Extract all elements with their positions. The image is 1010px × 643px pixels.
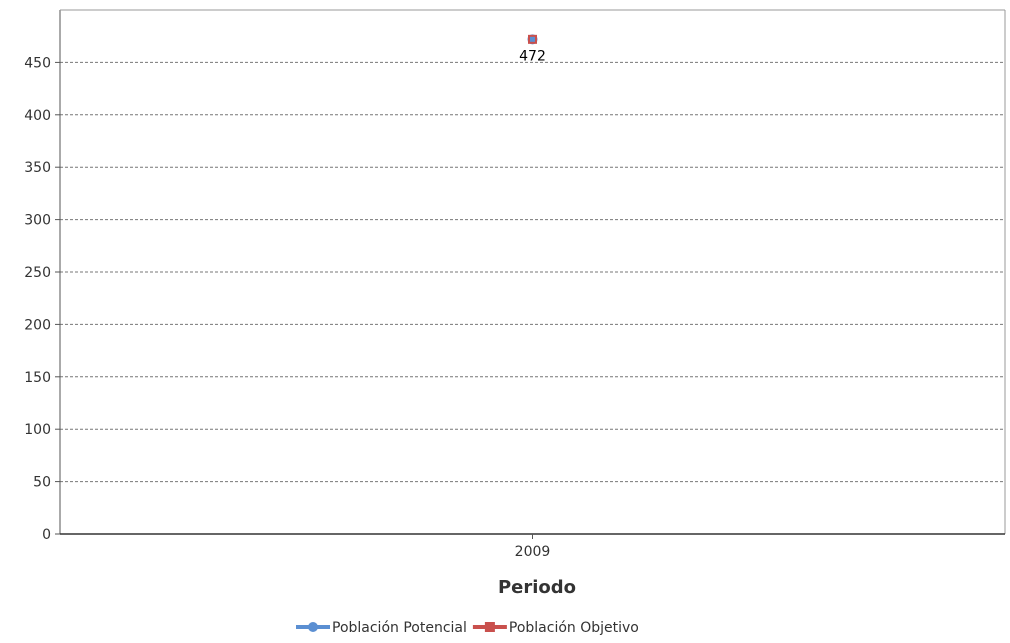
legend-marker xyxy=(484,622,495,632)
series-marks: 472 xyxy=(519,34,546,64)
y-tick-label: 150 xyxy=(24,370,51,386)
x-tick-label: 2009 xyxy=(515,544,551,560)
legend-item[interactable]: Población Objetivo xyxy=(472,620,639,636)
y-tick-label: 250 xyxy=(24,265,51,281)
y-tick-label: 450 xyxy=(24,55,51,71)
legend-label: Población Objetivo xyxy=(509,620,639,636)
legend-marker xyxy=(308,622,318,632)
y-tick-label: 400 xyxy=(24,108,51,124)
legend-label: Población Potencial xyxy=(332,620,467,636)
y-tick-label: 50 xyxy=(33,475,51,491)
data-point-overlap xyxy=(530,36,535,42)
x-axis-ticks: 2009 xyxy=(515,534,551,560)
legend-item[interactable]: Población Potencial xyxy=(296,620,467,636)
y-tick-label: 350 xyxy=(24,160,51,176)
y-tick-label: 200 xyxy=(24,317,51,333)
y-axis-ticks: 0 50 100 150 200 250 300 350 400 450 xyxy=(24,55,60,543)
y-tick-label: 300 xyxy=(24,213,51,229)
data-label: 472 xyxy=(519,48,546,64)
x-axis-title: Periodo xyxy=(498,577,576,598)
gridlines xyxy=(60,61,1005,483)
legend: Población Potencial Población Objetivo xyxy=(296,620,639,636)
y-tick-label: 100 xyxy=(24,422,51,438)
y-tick-label: 0 xyxy=(42,527,51,543)
